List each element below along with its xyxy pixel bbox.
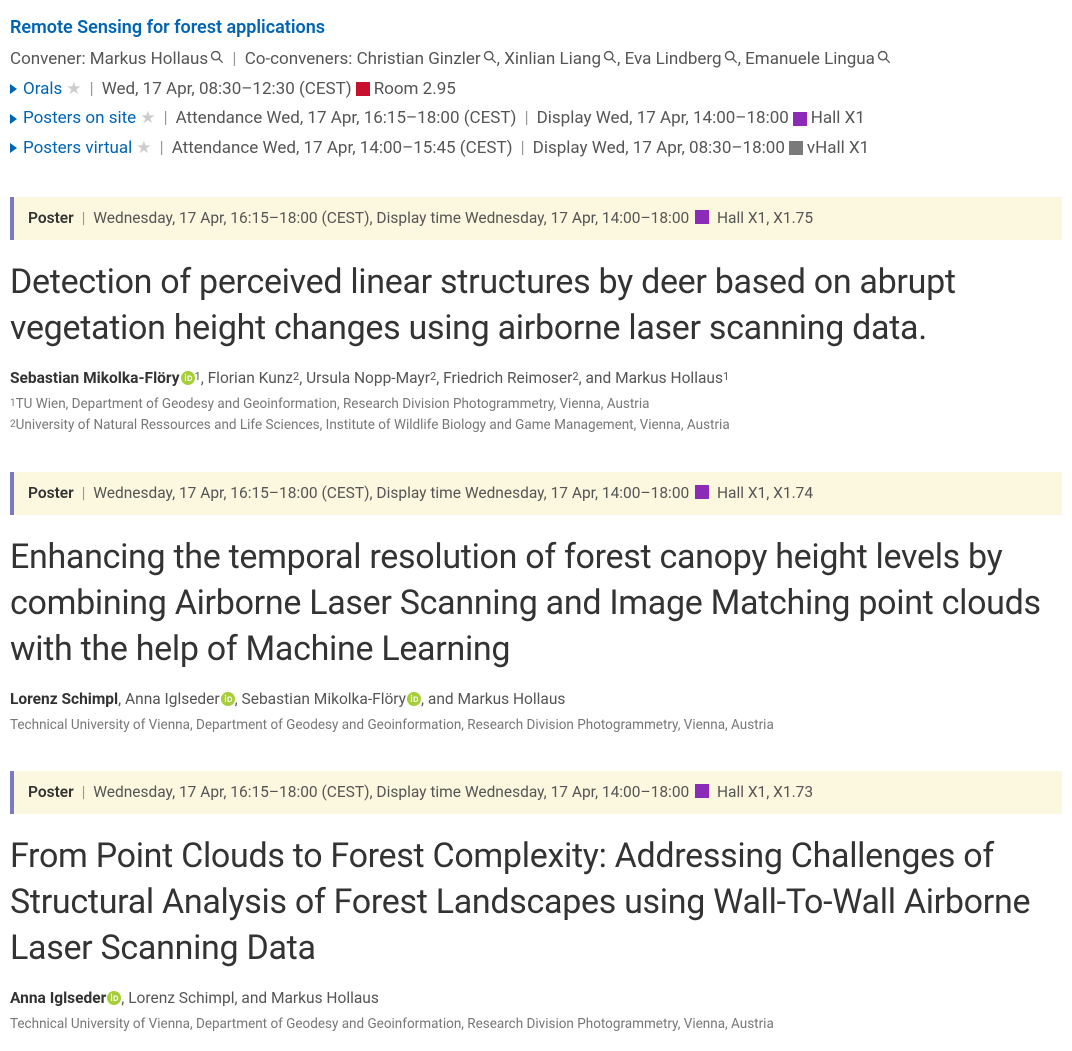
poster-banner: Poster | Wednesday, 17 Apr, 16:15–18:00 … [10, 197, 1062, 240]
star-icon[interactable]: ★ [136, 136, 151, 162]
expand-icon[interactable] [10, 114, 17, 124]
abstract-affiliation: Technical University of Vienna, Departme… [10, 1015, 1062, 1035]
orals-line: Orals ★ | Wed, 17 Apr, 08:30–12:30 (CEST… [10, 77, 1062, 103]
poster-time: Wednesday, 17 Apr, 16:15–18:00 (CEST), D… [93, 484, 689, 502]
coconvener-label: Co-conveners: [245, 49, 353, 69]
poster-type: Poster [28, 484, 74, 502]
posters-virtual-room: vHall X1 [807, 136, 869, 162]
search-icon[interactable] [724, 50, 738, 64]
orals-time: Wed, 17 Apr, 08:30–12:30 (CEST) [102, 77, 352, 103]
poster-banner: Poster | Wednesday, 17 Apr, 16:15–18:00 … [10, 771, 1062, 814]
search-icon[interactable] [210, 50, 224, 64]
orcid-icon[interactable] [181, 371, 195, 385]
orals-link[interactable]: Orals [23, 77, 62, 103]
abstract-authors: Lorenz Schimpl, Anna Iglseder , Sebastia… [10, 687, 1062, 712]
convener-label: Convener: [10, 49, 86, 69]
poster-room: Hall X1, X1.74 [717, 484, 813, 502]
expand-icon[interactable] [10, 143, 17, 153]
posters-onsite-attendance: Attendance Wed, 17 Apr, 16:15–18:00 (CES… [176, 106, 517, 132]
poster-room: Hall X1, X1.73 [717, 783, 813, 801]
abstract-affiliation: 1TU Wien, Department of Geodesy and Geoi… [10, 395, 1062, 415]
room-color-box [793, 112, 807, 126]
posters-onsite-room: Hall X1 [811, 106, 865, 132]
room-color-box [695, 210, 709, 224]
poster-room: Hall X1, X1.75 [717, 209, 813, 227]
search-icon[interactable] [483, 50, 497, 64]
coconvener-name[interactable]: Xinlian Liang [504, 49, 601, 69]
search-icon[interactable] [877, 50, 891, 64]
abstract-affiliation: Technical University of Vienna, Departme… [10, 716, 1062, 736]
posters-virtual-link[interactable]: Posters virtual [23, 136, 132, 162]
star-icon[interactable]: ★ [66, 77, 81, 103]
orcid-icon[interactable] [407, 692, 421, 706]
abstract-title[interactable]: Enhancing the temporal resolution of for… [10, 535, 1062, 673]
abstract-authors: Sebastian Mikolka-Flöry 1, Florian Kunz2… [10, 366, 1062, 391]
posters-virtual-display: Display Wed, 17 Apr, 08:30–18:00 [533, 136, 785, 162]
convener-name[interactable]: Markus Hollaus [90, 49, 208, 69]
abstract-affiliation: 2University of Natural Ressources and Li… [10, 416, 1062, 436]
poster-type: Poster [28, 209, 74, 227]
room-color-box [789, 141, 803, 155]
posters-virtual-line: Posters virtual ★ | Attendance Wed, 17 A… [10, 136, 1062, 162]
poster-time: Wednesday, 17 Apr, 16:15–18:00 (CEST), D… [93, 783, 689, 801]
orcid-icon[interactable] [221, 692, 235, 706]
expand-icon[interactable] [10, 84, 17, 94]
session-title[interactable]: Remote Sensing for forest applications [10, 14, 1062, 41]
posters-onsite-line: Posters on site ★ | Attendance Wed, 17 A… [10, 106, 1062, 132]
orcid-icon[interactable] [107, 991, 121, 1005]
poster-time: Wednesday, 17 Apr, 16:15–18:00 (CEST), D… [93, 209, 689, 227]
orals-room: Room 2.95 [374, 77, 456, 103]
room-color-box [356, 82, 370, 96]
room-color-box [695, 784, 709, 798]
convener-line: Convener: Markus Hollaus | Co-conveners:… [10, 47, 1062, 73]
coconvener-name[interactable]: Eva Lindberg [625, 49, 722, 69]
posters-virtual-attendance: Attendance Wed, 17 Apr, 14:00–15:45 (CES… [172, 136, 513, 162]
coconvener-name[interactable]: Emanuele Lingua [745, 49, 875, 69]
posters-onsite-link[interactable]: Posters on site [23, 106, 136, 132]
abstract-title[interactable]: Detection of perceived linear structures… [10, 260, 1062, 352]
posters-onsite-display: Display Wed, 17 Apr, 14:00–18:00 [537, 106, 789, 132]
poster-type: Poster [28, 783, 74, 801]
star-icon[interactable]: ★ [140, 106, 155, 132]
coconvener-name[interactable]: Christian Ginzler [357, 49, 481, 69]
room-color-box [695, 485, 709, 499]
abstract-title[interactable]: From Point Clouds to Forest Complexity: … [10, 834, 1062, 972]
abstract-authors: Anna Iglseder , Lorenz Schimpl, and Mark… [10, 986, 1062, 1011]
poster-banner: Poster | Wednesday, 17 Apr, 16:15–18:00 … [10, 472, 1062, 515]
search-icon[interactable] [603, 50, 617, 64]
